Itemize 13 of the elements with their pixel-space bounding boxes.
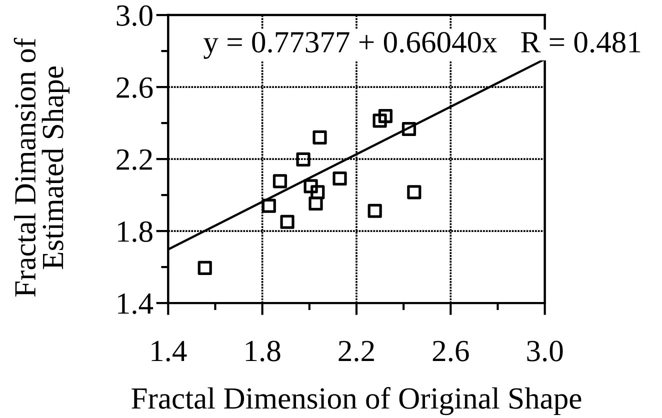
y-tick-label: 2.6 — [116, 77, 153, 98]
y-tick-label: 1.8 — [118, 221, 152, 242]
x-tick-label: 3.0 — [527, 340, 563, 362]
y-tick-label: 1.4 — [118, 293, 154, 314]
x-tick-label: 1.8 — [246, 340, 280, 362]
x-axis-title: Fractal Dimension of Original Shape — [132, 387, 582, 416]
x-tick-label: 2.2 — [338, 340, 374, 362]
y-tick-label: 2.2 — [116, 149, 152, 170]
annotation: y = 0.77377 + 0.66040x R = 0.481 — [204, 32, 640, 59]
y-tick-label: 3.0 — [116, 5, 152, 26]
x-tick-label: 1.4 — [152, 340, 187, 362]
x-tick-label: 2.6 — [432, 340, 469, 362]
y-axis-title: Fractal Dimansion of Estimated Shape — [14, 38, 70, 297]
